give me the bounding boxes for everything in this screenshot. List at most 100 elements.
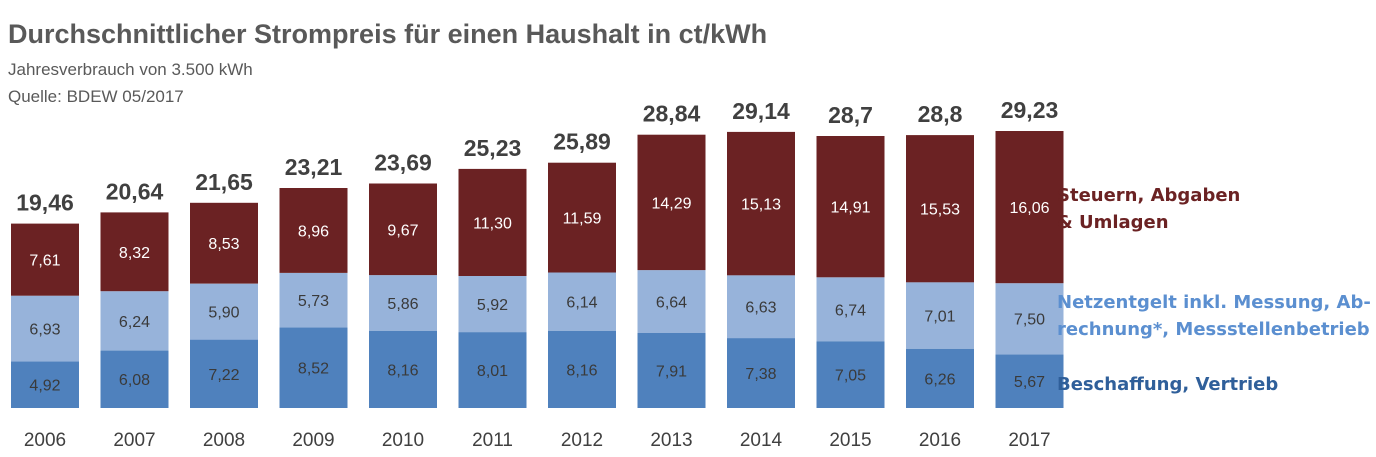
x-tick-2006: 2006 <box>24 430 66 451</box>
data-label-netz-2009: 5,73 <box>298 293 329 310</box>
data-label-steuern-2011: 11,30 <box>473 215 512 232</box>
data-label-steuern-2015: 14,91 <box>830 200 870 217</box>
data-label-beschaffung-2013: 7,91 <box>656 364 687 381</box>
x-tick-2014: 2014 <box>740 430 783 451</box>
data-label-netz-2013: 6,64 <box>656 295 687 312</box>
bar-segment-netz-2016 <box>906 282 974 349</box>
data-label-beschaffung-2017: 5,67 <box>1014 374 1045 391</box>
x-tick-2016: 2016 <box>919 430 961 451</box>
data-label-steuern-2017: 16,06 <box>1009 200 1049 217</box>
bar-segment-steuern-2016 <box>906 135 974 283</box>
bar-segment-beschaffung-2010 <box>369 330 437 408</box>
bar-segment-steuern-2017 <box>995 131 1064 284</box>
total-label-2006: 19,46 <box>16 190 74 216</box>
total-label-2013: 28,84 <box>643 101 701 127</box>
bar-segment-netz-2009 <box>279 273 348 328</box>
total-label-2010: 23,69 <box>374 150 432 176</box>
legend-label-steuern-2: & Umlagen <box>1057 212 1169 233</box>
bar-segment-beschaffung-2007 <box>100 350 169 408</box>
bar-segment-beschaffung-2013 <box>637 333 706 408</box>
data-label-netz-2017: 7,50 <box>1014 312 1045 329</box>
x-tick-2011: 2011 <box>472 430 513 451</box>
data-label-steuern-2013: 14,29 <box>651 195 691 212</box>
chart-source: Quelle: BDEW 05/2017 <box>8 87 184 106</box>
bar-segment-steuern-2008 <box>190 202 258 284</box>
bar-segment-netz-2013 <box>637 270 706 333</box>
bar-segment-netz-2007 <box>100 291 169 351</box>
x-tick-2009: 2009 <box>292 430 334 451</box>
x-tick-2007: 2007 <box>113 430 155 451</box>
data-label-netz-2007: 6,24 <box>119 314 150 331</box>
data-label-beschaffung-2016: 6,26 <box>924 371 955 388</box>
x-tick-2012: 2012 <box>561 430 603 451</box>
data-label-beschaffung-2010: 8,16 <box>387 362 418 379</box>
bar-segment-steuern-2006 <box>11 223 79 296</box>
legend-label-netz-1: Netzentgelt inkl. Messung, Ab- <box>1057 292 1371 313</box>
data-label-beschaffung-2009: 8,52 <box>298 361 329 378</box>
bar-segment-beschaffung-2014 <box>727 338 795 408</box>
legend-label-netz-2: rechnung*, Messstellenbetrieb <box>1057 319 1370 340</box>
data-label-beschaffung-2007: 6,08 <box>119 372 150 389</box>
legend-label-beschaffung-1: Beschaffung, Vertrieb <box>1057 374 1278 395</box>
data-label-steuern-2016: 15,53 <box>920 202 960 219</box>
bar-segment-netz-2010 <box>369 275 437 331</box>
data-label-netz-2006: 6,93 <box>29 322 60 339</box>
total-label-2008: 21,65 <box>195 169 253 195</box>
bar-segment-beschaffung-2006 <box>11 361 79 408</box>
bar-segment-beschaffung-2016 <box>906 348 974 408</box>
bar-segment-beschaffung-2008 <box>190 339 258 408</box>
data-label-steuern-2007: 8,32 <box>119 245 150 262</box>
data-label-steuern-2009: 8,96 <box>298 224 329 241</box>
bar-segment-beschaffung-2015 <box>816 341 885 408</box>
bar-segment-steuern-2010 <box>369 183 437 276</box>
bar-segment-beschaffung-2017 <box>995 354 1064 408</box>
bar-segment-steuern-2011 <box>458 168 527 276</box>
data-label-beschaffung-2011: 8,01 <box>477 363 508 380</box>
legend-label-steuern-1: Steuern, Abgaben <box>1057 185 1240 206</box>
total-label-2009: 23,21 <box>285 154 343 180</box>
bar-segment-beschaffung-2011 <box>458 332 527 408</box>
data-label-steuern-2008: 8,53 <box>208 236 239 253</box>
data-label-netz-2015: 6,74 <box>835 302 866 319</box>
data-label-netz-2010: 5,86 <box>387 296 418 313</box>
total-label-2012: 25,89 <box>553 129 611 155</box>
data-label-steuern-2006: 7,61 <box>29 253 60 270</box>
chart-subtitle: Jahresverbrauch von 3.500 kWh <box>8 60 253 79</box>
x-tick-2013: 2013 <box>650 430 692 451</box>
bar-segment-netz-2012 <box>548 272 616 331</box>
data-label-beschaffung-2015: 7,05 <box>835 368 866 385</box>
data-label-netz-2014: 6,63 <box>745 300 776 317</box>
x-tick-2010: 2010 <box>382 430 424 451</box>
data-label-netz-2016: 7,01 <box>924 309 955 326</box>
data-label-beschaffung-2006: 4,92 <box>29 378 60 395</box>
bar-segment-steuern-2009 <box>279 188 348 273</box>
bar-segment-netz-2011 <box>458 276 527 333</box>
data-label-steuern-2010: 9,67 <box>387 222 418 239</box>
total-label-2014: 29,14 <box>732 98 790 124</box>
data-label-netz-2008: 5,90 <box>208 305 239 322</box>
total-label-2017: 29,23 <box>1001 97 1059 123</box>
data-label-beschaffung-2014: 7,38 <box>745 366 776 383</box>
data-label-netz-2012: 6,14 <box>566 295 597 312</box>
chart-title: Durchschnittlicher Strompreis für einen … <box>8 19 767 49</box>
data-label-netz-2011: 5,92 <box>477 297 508 314</box>
x-tick-2015: 2015 <box>829 430 871 451</box>
data-label-beschaffung-2012: 8,16 <box>566 362 597 379</box>
total-label-2007: 20,64 <box>106 178 164 204</box>
bar-segment-steuern-2007 <box>100 212 169 292</box>
x-tick-2017: 2017 <box>1008 430 1050 451</box>
bar-segment-steuern-2014 <box>727 131 795 276</box>
data-label-steuern-2012: 11,59 <box>563 211 602 228</box>
legend: Beschaffung, Vertrieb Netzentgelt inkl. M… <box>1057 185 1371 395</box>
x-tick-2008: 2008 <box>203 430 245 451</box>
bar-segment-steuern-2015 <box>816 136 885 278</box>
bar-segment-beschaffung-2009 <box>279 327 348 408</box>
bar-segment-beschaffung-2012 <box>548 330 616 408</box>
total-label-2016: 28,8 <box>918 101 963 127</box>
bar-segment-netz-2008 <box>190 283 258 340</box>
bar-group: 4,92 6,93 7,61 19,46 2006 6,08 6,24 8,32 20,64 20… <box>11 97 1064 451</box>
bar-segment-netz-2006 <box>11 295 79 362</box>
bar-segment-netz-2014 <box>727 275 795 338</box>
data-label-beschaffung-2008: 7,22 <box>208 367 239 384</box>
bar-segment-netz-2017 <box>995 283 1064 355</box>
